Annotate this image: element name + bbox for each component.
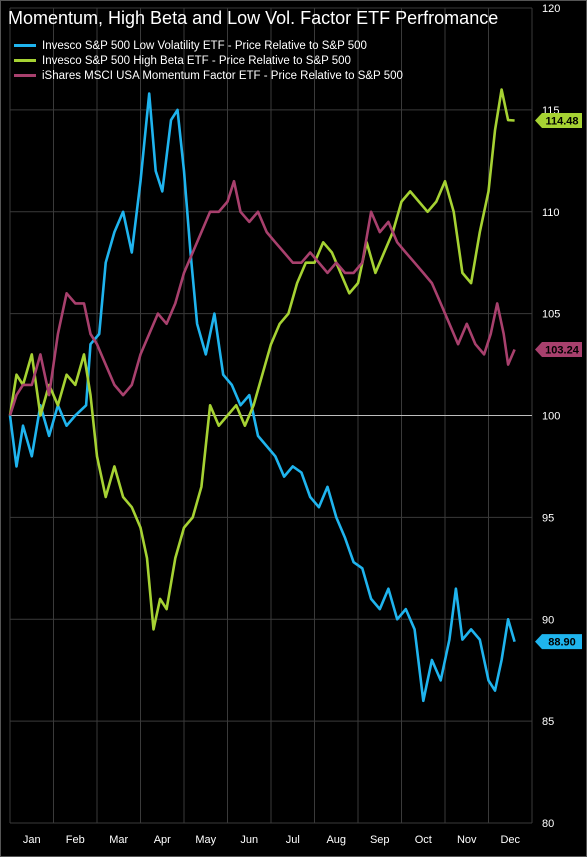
- x-tick-label-feb: Feb: [66, 834, 85, 846]
- x-tick-label-nov: Nov: [457, 834, 477, 846]
- last-value-badge-low-volatility: [535, 634, 582, 650]
- y-tick-label-80: 80: [542, 818, 554, 830]
- x-tick-label-jan: Jan: [23, 834, 41, 846]
- x-tick-label-mar: Mar: [109, 834, 128, 846]
- y-tick-label-85: 85: [542, 716, 554, 728]
- x-tick-label-jun: Jun: [240, 834, 258, 846]
- badge-layer: 88.90 114.48 103.24: [535, 112, 582, 650]
- legend-swatch-high-beta: [14, 59, 36, 62]
- x-tick-label-jul: Jul: [286, 834, 300, 846]
- y-tick-label-95: 95: [542, 512, 554, 524]
- last-value-label-momentum: 103.24: [545, 344, 580, 356]
- y-tick-label-110: 110: [542, 207, 560, 219]
- legend: Invesco S&P 500 Low Volatility ETF - Pri…: [14, 38, 403, 83]
- last-value-label-high-beta: 114.48: [545, 115, 578, 127]
- y-tick-label-120: 120: [542, 3, 560, 15]
- x-tick-label-dec: Dec: [500, 834, 520, 846]
- legend-label-low-volatility: Invesco S&P 500 Low Volatility ETF - Pri…: [42, 39, 367, 52]
- y-tick-label-90: 90: [542, 614, 554, 626]
- legend-swatch-momentum: [14, 74, 36, 77]
- x-tick-label-aug: Aug: [326, 834, 346, 846]
- series-line-high-beta: [8, 88, 515, 631]
- last-value-badge-high-beta: [535, 112, 582, 128]
- legend-label-high-beta: Invesco S&P 500 High Beta ETF - Price Re…: [42, 54, 351, 67]
- last-value-badge-momentum: [535, 341, 582, 357]
- series-line-momentum: [8, 179, 516, 416]
- x-tick-label-sep: Sep: [370, 834, 390, 846]
- last-value-label-low-volatility: 88.90: [548, 637, 576, 649]
- chart-title: Momentum, High Beta and Low Vol. Factor …: [8, 8, 499, 28]
- legend-item-high-beta[interactable]: Invesco S&P 500 High Beta ETF - Price Re…: [14, 53, 403, 68]
- y-tick-label-105: 105: [542, 309, 560, 321]
- series-layer: [8, 88, 516, 703]
- legend-item-momentum[interactable]: iShares MSCI USA Momentum Factor ETF - P…: [14, 68, 403, 83]
- legend-label-momentum: iShares MSCI USA Momentum Factor ETF - P…: [42, 69, 403, 82]
- legend-item-low-volatility[interactable]: Invesco S&P 500 Low Volatility ETF - Pri…: [14, 38, 403, 53]
- y-tick-label-100: 100: [542, 411, 560, 423]
- x-tick-label-may: May: [195, 834, 216, 846]
- grid-layer: [9, 7, 533, 824]
- legend-swatch-low-volatility: [14, 44, 36, 47]
- x-tick-label-oct: Oct: [415, 834, 432, 846]
- series-line-low-volatility: [8, 92, 516, 703]
- x-tick-label-apr: Apr: [154, 834, 171, 846]
